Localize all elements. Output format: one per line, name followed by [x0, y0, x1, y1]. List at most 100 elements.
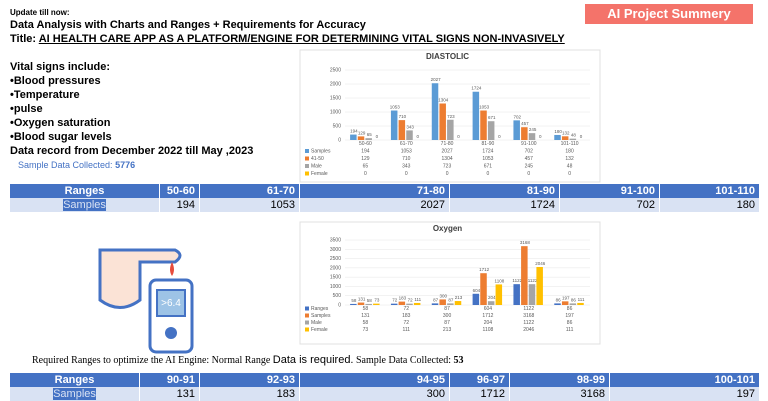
- bar: [398, 301, 406, 305]
- y-tick-label: 2500: [330, 68, 341, 74]
- vitals: Vital signs include: •Blood pressures •T…: [10, 60, 253, 158]
- value-label: 723: [447, 114, 455, 119]
- value-label: 180: [554, 129, 562, 134]
- table-value: 1712: [482, 313, 493, 319]
- table-value: 2027: [442, 149, 453, 155]
- x-tick-label: 71-80: [441, 141, 454, 147]
- x-tick-label: 91-100: [521, 141, 537, 147]
- table-value: 604: [484, 306, 493, 312]
- cell: Ranges: [10, 184, 160, 198]
- value-label: 86: [571, 297, 577, 302]
- value-label: 0: [580, 134, 583, 139]
- cell: 98-99: [510, 373, 610, 387]
- table-value: 2046: [523, 327, 534, 333]
- x-tick-label: 81-90: [482, 141, 495, 147]
- value-label: 132: [562, 130, 570, 135]
- bar: [390, 110, 398, 140]
- bar: [554, 134, 561, 140]
- legend-swatch: [305, 320, 309, 325]
- y-tick-label: 2000: [330, 82, 341, 88]
- table-value: 86: [567, 306, 573, 312]
- value-label: 0: [376, 134, 379, 139]
- bar: [487, 301, 495, 305]
- vital-item: •Oxygen saturation: [10, 117, 111, 129]
- y-tick-label: 2500: [330, 256, 341, 262]
- y-tick-label: 1500: [330, 96, 341, 102]
- cell: 101-110: [660, 184, 760, 198]
- bar: [513, 284, 520, 305]
- y-tick-label: 2000: [330, 265, 341, 271]
- value-label: 457: [521, 121, 529, 126]
- value-label: 1108: [495, 278, 505, 283]
- cell: 180: [660, 198, 760, 212]
- value-label: 58: [367, 298, 373, 303]
- bar: [439, 299, 446, 305]
- cell: 1712: [450, 387, 510, 401]
- bar: [569, 138, 577, 140]
- cell: 92-93: [200, 373, 300, 387]
- x-tick-label: 101-110: [561, 141, 579, 147]
- value-label: 1122: [528, 278, 538, 283]
- value-label: 197: [562, 295, 570, 300]
- bar: [480, 110, 487, 140]
- value-label: 213: [455, 295, 463, 300]
- cell: 2027: [300, 198, 450, 212]
- table-value: 111: [566, 327, 574, 333]
- table-value: 1053: [401, 149, 412, 155]
- bar: [569, 303, 577, 305]
- bar: [413, 302, 421, 305]
- bar: [513, 120, 520, 140]
- row-label: Samples: [63, 199, 106, 211]
- note-text: Sample Data Collected:: [356, 355, 451, 366]
- legend-swatch: [305, 149, 309, 153]
- bar: [561, 301, 569, 305]
- value-label: 0: [457, 134, 460, 139]
- value-label: 65: [367, 132, 373, 137]
- table-value: 87: [444, 306, 450, 312]
- value-label: 0: [498, 134, 501, 139]
- legend-swatch: [305, 156, 309, 161]
- cell: Samples: [10, 198, 160, 212]
- bar: [521, 127, 528, 140]
- legend-label: Samples: [311, 313, 331, 319]
- table-value: 343: [402, 164, 411, 170]
- table-value: 204: [484, 320, 493, 326]
- cell: 131: [140, 387, 200, 401]
- y-tick-label: 0: [338, 303, 341, 309]
- value-label: 604: [473, 288, 481, 293]
- legend-label: Female: [311, 327, 328, 333]
- bar: [528, 284, 536, 305]
- table-value: 197: [565, 313, 574, 319]
- legend-swatch: [305, 313, 309, 318]
- bar: [577, 302, 584, 305]
- table-value: 0: [405, 171, 408, 177]
- bar: [398, 120, 406, 140]
- table-value: 1304: [442, 156, 453, 162]
- cell: 81-90: [450, 184, 560, 198]
- table-value: 0: [568, 171, 571, 177]
- value-label: 1724: [471, 86, 482, 91]
- table-value: 723: [443, 164, 452, 170]
- table1: Ranges 50-60 61-70 71-80 81-90 91-100 101-110 …: [10, 184, 760, 212]
- y-tick-label: 1000: [330, 110, 341, 116]
- table-value: 1053: [482, 156, 493, 162]
- value-label: 194: [350, 129, 358, 134]
- title-label: Title:: [10, 33, 37, 45]
- table-value: 132: [565, 156, 574, 162]
- collected: Sample Data Collected: 5776: [18, 160, 135, 170]
- y-tick-label: 1000: [330, 284, 341, 290]
- cell: Ranges: [10, 373, 140, 387]
- value-label: 72: [408, 298, 414, 303]
- value-label: 671: [488, 115, 496, 120]
- value-label: 3168: [520, 240, 531, 245]
- note-count: 53: [453, 355, 464, 366]
- table-value: 0: [364, 171, 367, 177]
- table-value: 1724: [482, 149, 493, 155]
- cell: 183: [200, 387, 300, 401]
- table-value: 65: [363, 164, 369, 170]
- legend-swatch: [305, 171, 309, 176]
- table-value: 457: [525, 156, 534, 162]
- table-value: 48: [567, 164, 573, 170]
- cell: Samples: [10, 387, 140, 401]
